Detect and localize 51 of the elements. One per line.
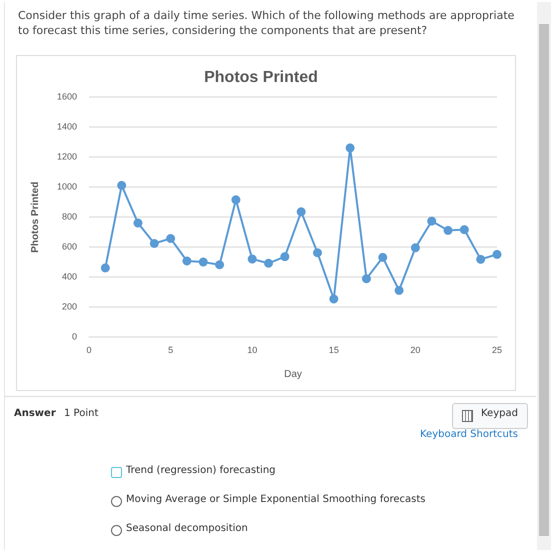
y-tick-label: 400 [62,272,78,282]
x-axis-title: Day [284,368,302,380]
point [476,254,486,264]
point [427,216,436,226]
y-tick-label: 0 [72,332,78,342]
point [378,252,388,262]
point [166,234,176,243]
point [492,250,502,259]
point [198,258,208,267]
point [231,195,240,204]
point [264,258,274,268]
y-tick-label: 200 [62,302,78,312]
point [150,238,159,248]
text: 1 Point [64,408,98,419]
y-tick-label: 1600 [56,92,78,102]
y-tick-label: 1400 [56,122,78,132]
point [312,248,322,258]
y-tick-label: 1200 [56,152,78,162]
x-tick-label: 25 [492,345,502,356]
point [182,256,192,266]
text: Moving Average or Simple Exponential Smoothing forecasts [126,494,426,505]
point [100,263,110,272]
text: Consider this graph of a daily time series. Which of the following methods are appropriate to forecast this time series, considering the components that are present? [18,8,516,38]
x-tick-label: 10 [247,345,258,356]
text: Trend (regression) forecasting [126,465,276,476]
x-tick-label: 0 [86,345,92,356]
point [394,286,404,295]
point [460,225,469,234]
y-tick-label: 1000 [56,182,78,192]
point [346,143,355,152]
point [410,243,420,252]
chart-title: Photos Printed [204,69,318,86]
y-axis-title: Photos Printed [30,182,41,253]
point [248,254,257,264]
point [444,226,453,235]
point [296,207,306,216]
text: Seasonal decomposition [126,523,248,534]
point [329,294,338,304]
x-tick-label: 15 [328,345,339,356]
text: Keypad [481,408,518,419]
point [133,218,142,228]
text: Keyboard Shortcuts [420,429,518,440]
point [280,252,290,262]
x-tick-label: 5 [168,345,174,356]
text: Answer [14,408,56,419]
point [362,274,371,284]
point [215,260,224,270]
point [117,180,126,190]
y-tick-label: 800 [62,212,78,222]
y-tick-label: 600 [62,242,78,252]
x-tick-label: 20 [410,345,420,356]
